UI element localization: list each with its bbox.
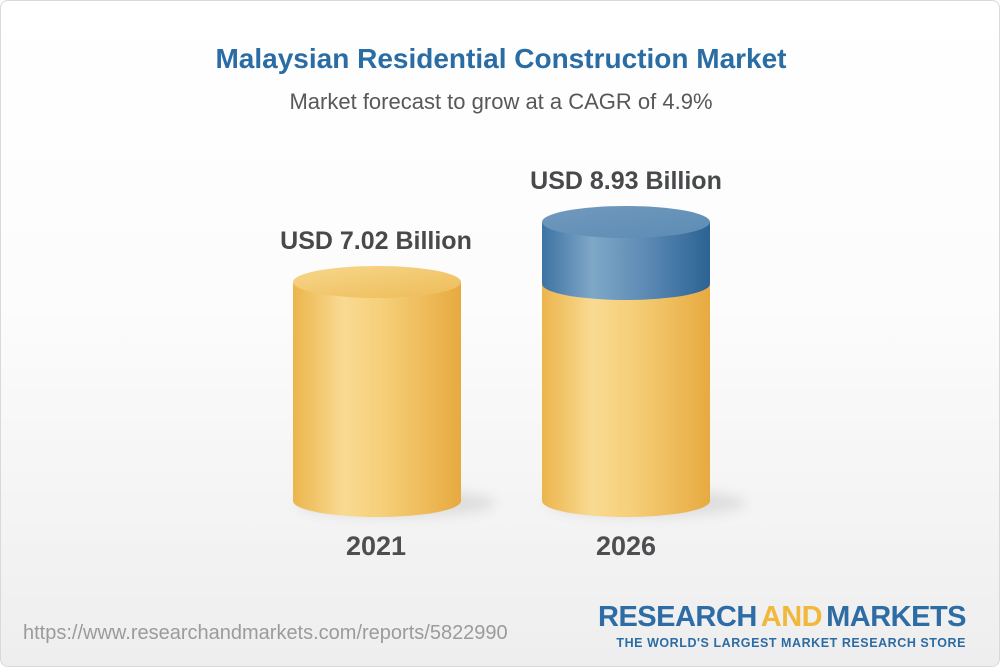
category-label-2021: 2021: [345, 531, 407, 561]
value-label-2021: USD 7.02 Billion: [280, 227, 472, 255]
page-title: Malaysian Residential Construction Marke…: [215, 43, 787, 74]
report-url: https://www.researchandmarkets.com/repor…: [23, 622, 508, 644]
value-label-2026: USD 8.93 Billion: [530, 167, 722, 195]
logo-word-research: RESEARCH: [598, 601, 757, 633]
logo-word-markets: MARKETS: [826, 601, 966, 633]
category-label-2026: 2026: [595, 531, 657, 561]
logo-tagline: THE WORLD'S LARGEST MARKET RESEARCH STOR…: [616, 636, 966, 650]
bar-2021-cylinder: [293, 266, 461, 517]
bar-2026-base-segment: [542, 284, 710, 517]
research-and-markets-logo: RESEARCH AND MARKETS THE WORLD'S LARGEST M…: [598, 603, 966, 651]
logo-wordmark: RESEARCH AND MARKETS: [598, 603, 966, 632]
logo-word-and: AND: [760, 601, 823, 633]
bar-2026-cylinder: [542, 206, 710, 517]
bar-2026-growth-segment: [542, 206, 710, 300]
page-subtitle: Market forecast to grow at a CAGR of 4.9…: [289, 89, 713, 114]
